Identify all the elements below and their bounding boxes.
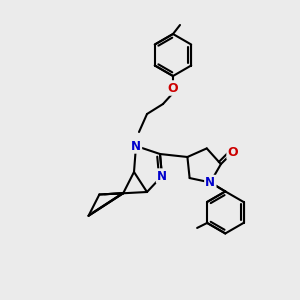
Text: N: N — [205, 176, 215, 189]
Text: N: N — [157, 169, 167, 182]
Text: O: O — [228, 146, 238, 159]
Text: O: O — [168, 82, 178, 94]
Text: N: N — [131, 140, 141, 152]
